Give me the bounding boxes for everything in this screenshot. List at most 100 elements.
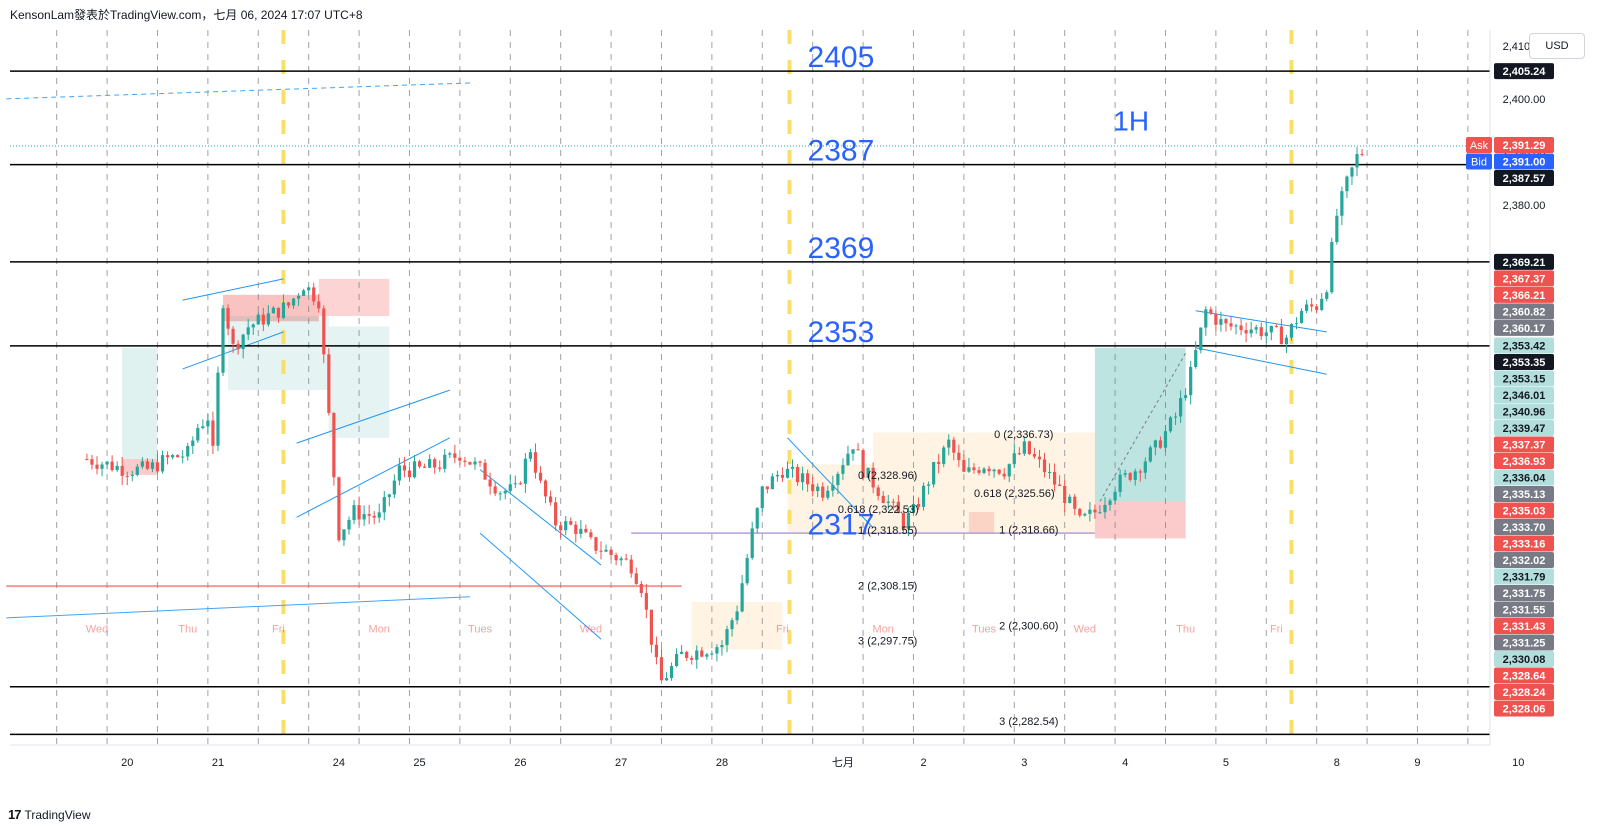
candle-body — [1259, 327, 1263, 337]
price-label-text: 2,331.79 — [1503, 572, 1546, 584]
candle-body — [186, 445, 190, 457]
candle-body — [85, 459, 89, 460]
candle-body — [528, 452, 533, 459]
candle-body — [629, 559, 633, 574]
candle — [1037, 449, 1042, 468]
candle-body — [533, 452, 538, 473]
candle-body — [165, 455, 170, 458]
candle-body — [997, 469, 1001, 474]
currency-selector[interactable]: USD — [1529, 33, 1585, 59]
price-label-text: 2,333.70 — [1503, 522, 1546, 534]
candle-body — [392, 480, 396, 495]
price-label-text: 2,328.64 — [1503, 671, 1547, 683]
candle — [1093, 504, 1097, 519]
level-label-2353: 2353 — [808, 316, 875, 349]
candle — [1123, 469, 1127, 478]
candle-body — [740, 583, 744, 612]
price-tag-bg — [1466, 153, 1492, 170]
candle — [644, 583, 648, 619]
candle-body — [241, 334, 245, 350]
date-label-11: 5 — [1223, 757, 1229, 769]
candle-body — [1294, 323, 1299, 325]
price-label-text: 2,337.37 — [1503, 440, 1546, 452]
price-label: 2,339.47 — [1494, 420, 1554, 437]
price-label-bg — [1494, 585, 1554, 602]
price-label-bg — [1494, 453, 1554, 470]
candle — [1239, 318, 1243, 336]
candle-body — [1269, 325, 1273, 333]
tradingview-logo[interactable]: 17 TradingView — [8, 807, 91, 822]
candle — [1249, 321, 1253, 338]
candle — [1289, 323, 1294, 341]
candle-body — [785, 468, 790, 478]
price-label: 2,340.96 — [1494, 403, 1554, 420]
candle-body — [1289, 324, 1294, 338]
candle-body — [1058, 484, 1062, 486]
candle-body — [795, 466, 800, 483]
candle — [1108, 498, 1112, 511]
candle-body — [493, 486, 497, 494]
candle — [382, 490, 386, 521]
candle — [533, 443, 538, 479]
candle-body — [231, 328, 235, 344]
price-label-text: 2,405.24 — [1503, 66, 1547, 78]
candle-body — [407, 470, 412, 478]
candle-body — [1073, 496, 1077, 509]
candle — [715, 644, 719, 662]
candle-body — [256, 314, 260, 325]
candle — [493, 481, 497, 497]
candle — [1350, 166, 1354, 185]
candle — [1128, 471, 1132, 482]
candle-body — [1128, 473, 1132, 480]
candle — [1073, 494, 1077, 516]
candle — [523, 453, 527, 493]
candle — [927, 481, 931, 495]
candle-body — [463, 460, 467, 462]
candle-body — [372, 515, 376, 518]
candle — [861, 448, 865, 481]
candle-body — [1007, 464, 1011, 477]
price-label: 2,337.37 — [1494, 436, 1554, 453]
price-tick-3: 2,380.00 — [1503, 200, 1546, 212]
candle-body — [1012, 453, 1016, 465]
price-label: 2,346.01 — [1494, 387, 1554, 404]
candle-body — [549, 496, 553, 503]
candle — [115, 461, 119, 472]
candle — [417, 459, 422, 469]
candle-body — [599, 550, 603, 552]
candle — [851, 449, 855, 461]
candle — [1299, 308, 1304, 324]
candle — [775, 470, 779, 482]
candle-body — [276, 307, 281, 318]
candle — [710, 650, 714, 656]
candle — [135, 464, 139, 477]
price-label-bg — [1494, 436, 1554, 453]
candle — [1138, 469, 1142, 482]
candle-body — [478, 461, 482, 463]
candle — [629, 554, 633, 578]
price-axis[interactable]: 2,410.002,400.002,390.002,380.002,350.00… — [1466, 30, 1554, 745]
price-label: 2,405.24 — [1494, 63, 1554, 80]
trend-line-10 — [1195, 310, 1327, 333]
candle-body — [236, 343, 240, 350]
candle — [332, 412, 336, 486]
candle-body — [226, 308, 230, 329]
price-label-bg — [1494, 153, 1554, 170]
candle-body — [1204, 309, 1208, 328]
candle-body — [160, 455, 165, 472]
candle-body — [191, 440, 195, 446]
candle — [745, 553, 749, 586]
candle-body — [584, 528, 588, 533]
fib-labels: 0 (2,328.96) 0.618 (2,322.53) 1 (2,318.55)… — [838, 429, 1059, 728]
date-label-1: 21 — [212, 757, 224, 769]
candle — [937, 454, 941, 474]
candle-body — [710, 653, 714, 655]
candle — [463, 456, 467, 467]
candle-body — [397, 465, 401, 481]
candle-body — [347, 520, 351, 530]
candle-body — [171, 455, 175, 458]
candle-body — [1037, 456, 1042, 460]
price-label: 2,367.37 — [1494, 270, 1554, 287]
candle-body — [1063, 485, 1067, 503]
